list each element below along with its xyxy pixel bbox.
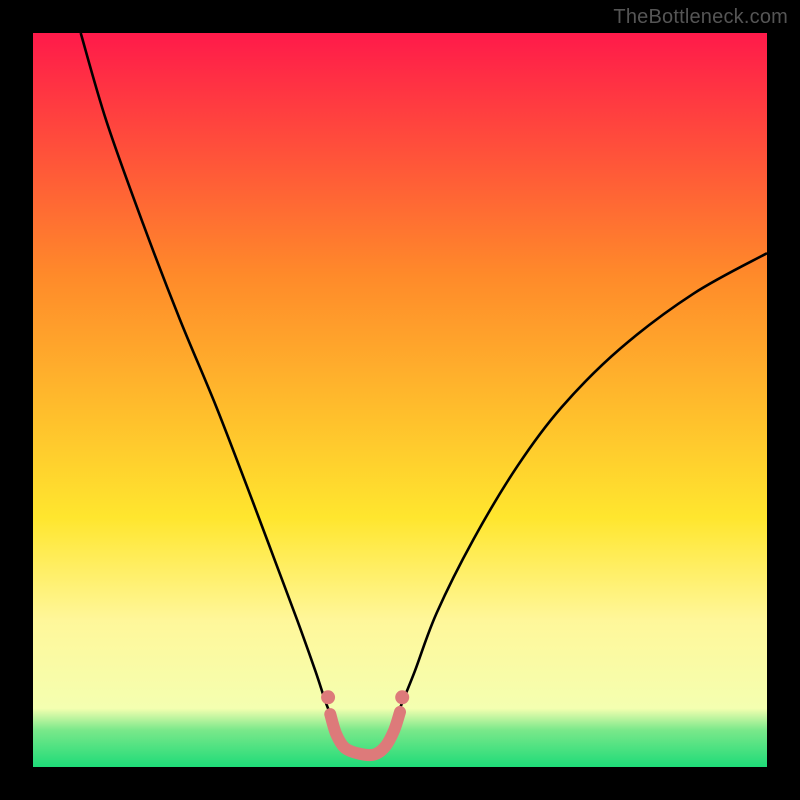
chart-stage: TheBottleneck.com	[0, 0, 800, 800]
watermark-text: TheBottleneck.com	[613, 6, 788, 29]
v-curve-left-branch	[81, 33, 338, 730]
bottom-marker-end-dot-right	[395, 690, 409, 704]
bottom-marker-end-dot-left	[321, 690, 335, 704]
bottom-highlight-marker	[330, 712, 400, 755]
curve-layer	[0, 0, 800, 800]
v-curve-right-branch	[393, 253, 767, 730]
